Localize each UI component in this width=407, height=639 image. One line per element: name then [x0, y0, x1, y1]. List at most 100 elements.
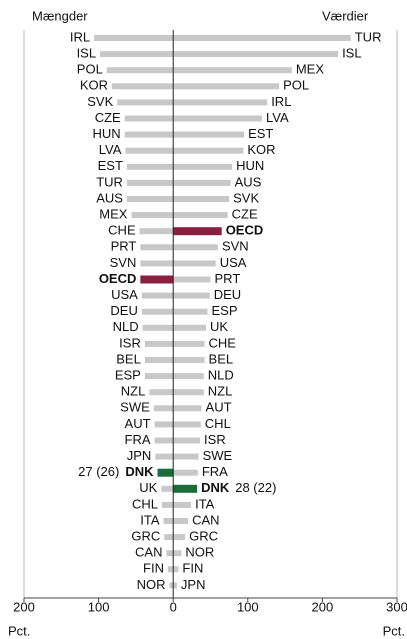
- bar: [125, 147, 174, 154]
- category-label: JPN: [181, 577, 206, 592]
- bar: [173, 550, 182, 557]
- category-label: NOR: [185, 545, 214, 560]
- category-label: CAN: [135, 545, 162, 560]
- category-label: AUT: [125, 416, 151, 431]
- category-label: TUR: [96, 174, 123, 189]
- bar: [173, 518, 189, 524]
- bar: [173, 340, 205, 347]
- category-label: FRA: [125, 432, 151, 447]
- bar: [173, 453, 199, 460]
- category-label: MEX: [296, 62, 325, 77]
- category-label: NZL: [208, 384, 233, 399]
- bar: [144, 373, 174, 380]
- bar: [173, 196, 230, 202]
- x-tick-label: 100: [88, 599, 110, 614]
- x-tick-label: 0: [170, 599, 177, 614]
- bar: [173, 276, 211, 283]
- category-label: BEL: [116, 351, 141, 366]
- bar: [106, 67, 174, 74]
- category-label: KOR: [247, 142, 275, 157]
- bar: [173, 67, 292, 74]
- right-header: Værdier: [322, 8, 369, 23]
- bar: [139, 228, 174, 235]
- bar: [173, 83, 280, 90]
- category-label: TUR: [355, 29, 382, 44]
- bar: [167, 566, 174, 573]
- category-label: CZE: [95, 110, 121, 125]
- category-label: MEX: [99, 207, 128, 222]
- category-label: DEU: [110, 303, 137, 318]
- category-label: SVK: [87, 94, 113, 109]
- category-label: ISL: [77, 46, 97, 61]
- bar: [173, 147, 244, 154]
- bar: [124, 115, 174, 122]
- bar: [112, 83, 174, 90]
- category-label: DNK: [201, 480, 230, 495]
- bar: [173, 405, 202, 412]
- bar: [173, 115, 262, 122]
- category-label: OECD: [226, 223, 264, 238]
- bar: [164, 534, 174, 541]
- bar: [155, 453, 174, 460]
- bar: [173, 227, 222, 236]
- category-label: LVA: [266, 110, 289, 125]
- category-label: USA: [220, 255, 247, 270]
- bar: [94, 35, 174, 41]
- x-tick-label: 100: [237, 599, 259, 614]
- annotation: 27 (26): [78, 464, 119, 479]
- bar: [173, 534, 186, 541]
- bar: [154, 421, 174, 428]
- x-tick-label: 200: [13, 599, 35, 614]
- bar: [140, 275, 174, 284]
- category-label: SWE: [203, 448, 233, 463]
- category-label: CHE: [209, 335, 237, 350]
- category-label: CHE: [108, 223, 136, 238]
- category-label: CZE: [232, 207, 258, 222]
- category-label: LVA: [99, 142, 122, 157]
- category-label: CHL: [132, 496, 158, 511]
- bar: [126, 179, 174, 186]
- bar: [173, 437, 201, 444]
- category-label: EST: [248, 126, 273, 141]
- category-label: SVN: [222, 239, 249, 254]
- bar: [173, 244, 218, 251]
- category-label: JPN: [127, 448, 152, 463]
- bar: [142, 324, 174, 331]
- category-label: BEL: [209, 351, 234, 366]
- category-label: ITA: [140, 512, 160, 527]
- bar: [173, 260, 216, 267]
- bar: [124, 131, 174, 138]
- bar: [131, 212, 174, 219]
- bar: [173, 582, 177, 589]
- category-label: AUS: [235, 174, 262, 189]
- bar: [140, 244, 174, 251]
- category-label: POL: [283, 78, 309, 93]
- bar: [173, 35, 351, 41]
- category-label: UK: [139, 480, 157, 495]
- bar: [166, 550, 174, 557]
- category-label: FRA: [202, 464, 228, 479]
- bar: [173, 373, 204, 380]
- bar: [161, 485, 174, 492]
- bar: [144, 357, 174, 363]
- bar: [173, 51, 339, 58]
- bar: [173, 484, 198, 493]
- category-label: ISL: [342, 46, 362, 61]
- category-label: SVK: [233, 190, 259, 205]
- bar: [173, 99, 268, 106]
- bar: [149, 389, 174, 396]
- bar: [154, 437, 174, 444]
- category-label: ISR: [204, 432, 226, 447]
- bar: [126, 196, 174, 202]
- category-label: HUN: [236, 158, 264, 173]
- bar: [173, 324, 207, 331]
- category-label: KOR: [80, 78, 108, 93]
- category-label: IRL: [271, 94, 291, 109]
- bar: [126, 163, 174, 170]
- category-label: PRT: [215, 271, 241, 286]
- bar: [173, 179, 231, 186]
- category-label: ESP: [212, 303, 238, 318]
- bar: [173, 212, 228, 219]
- bar: [173, 566, 179, 573]
